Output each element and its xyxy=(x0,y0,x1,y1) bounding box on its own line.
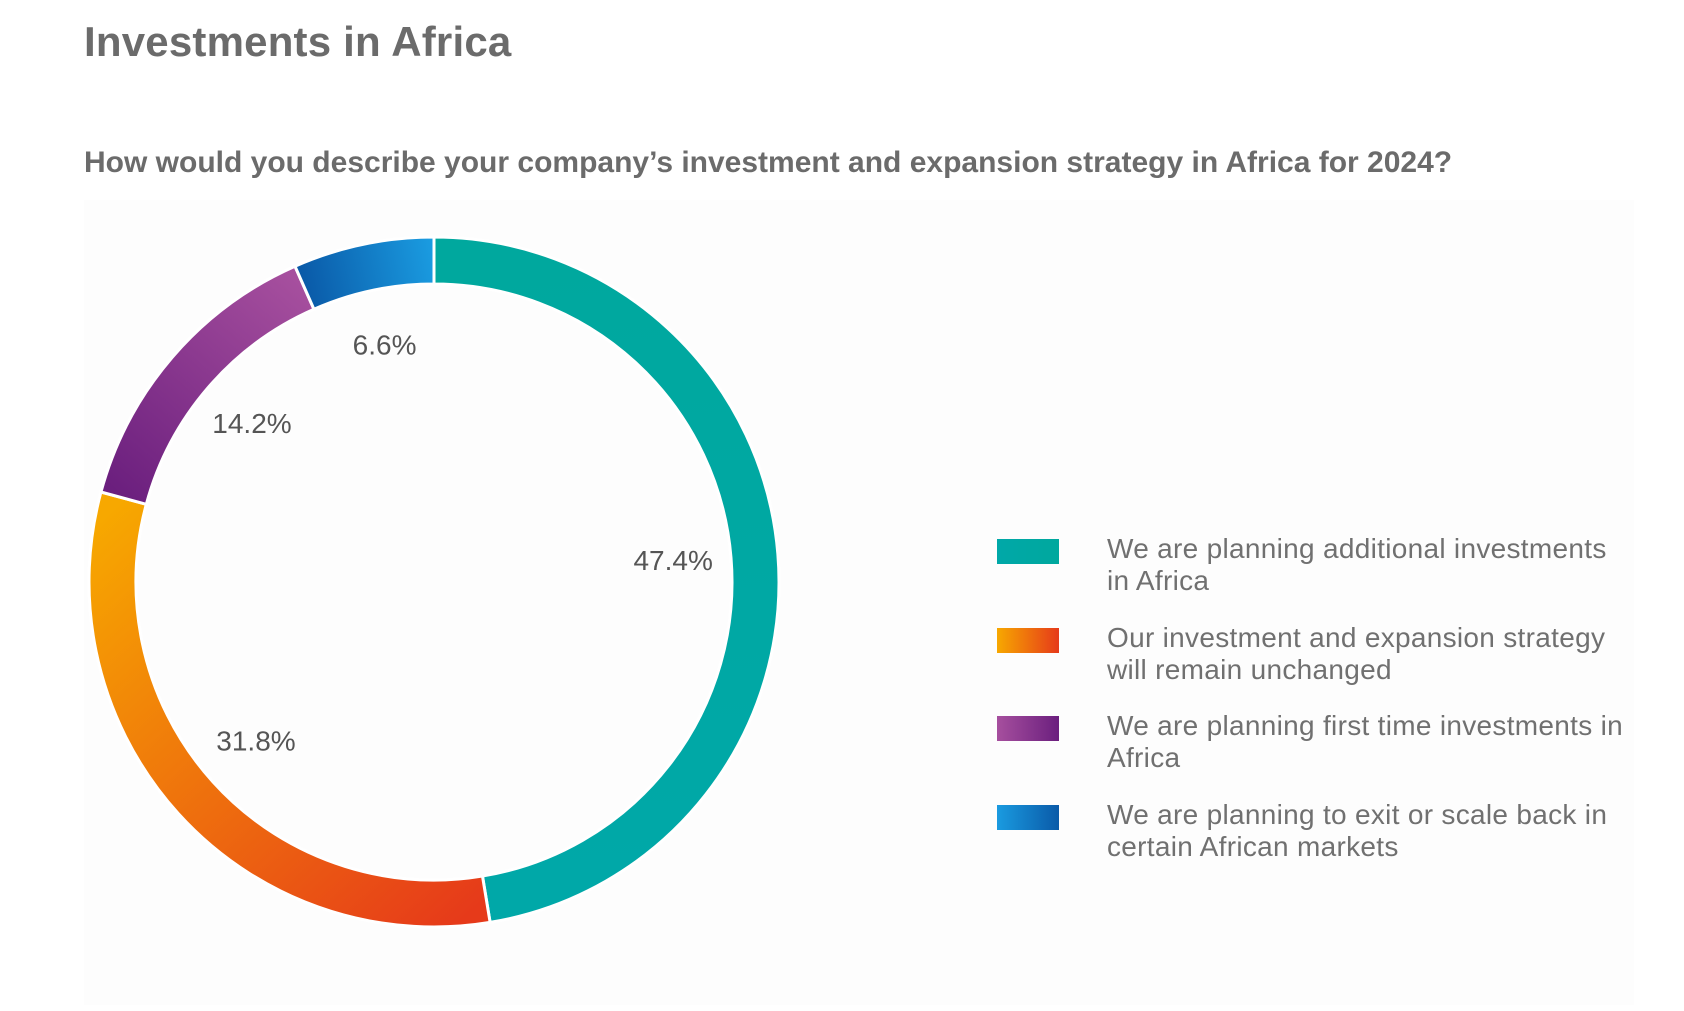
slice-value-label: 14.2% xyxy=(212,408,291,439)
legend-item: Our investment and expansion strategy wi… xyxy=(997,622,1637,692)
donut-chart: 47.4% 31.8% 14.2% 6.6% xyxy=(87,235,781,929)
donut-labels: 47.4% 31.8% 14.2% 6.6% xyxy=(212,330,713,757)
slice-value-label: 47.4% xyxy=(633,545,712,576)
legend-label: We are planning additional investments i… xyxy=(1107,533,1607,596)
slice-value-label: 6.6% xyxy=(353,330,417,361)
legend-swatch xyxy=(997,627,1059,653)
slice-value-label: 31.8% xyxy=(216,725,295,756)
legend-item: We are planning to exit or scale back in… xyxy=(997,799,1637,869)
donut-slice-we-are-planning-additional-investments-i xyxy=(432,235,781,925)
legend-item: We are planning first time investments i… xyxy=(997,710,1637,780)
legend-item: We are planning additional investments i… xyxy=(997,533,1637,603)
donut-slice-we-are-planning-first-time-investments-i xyxy=(99,264,316,507)
legend-label: Our investment and expansion strategy wi… xyxy=(1107,621,1606,685)
chart-area: 47.4% 31.8% 14.2% 6.6% We are planning addi… xyxy=(84,200,1634,1005)
legend-label: We are planning first time investments i… xyxy=(1107,710,1623,773)
legend-swatch xyxy=(997,716,1059,741)
legend-label: We are planning to exit or scale back in… xyxy=(1107,798,1608,862)
legend-swatch xyxy=(997,539,1059,564)
donut-slices xyxy=(87,235,781,929)
donut-slice-our-investment-and-expansion-strategy-wi xyxy=(87,490,492,929)
page-title: Investments in Africa xyxy=(84,18,512,65)
legend-swatch xyxy=(997,804,1059,830)
chart-question: How would you describe your company’s in… xyxy=(84,146,1453,179)
donut-slice-we-are-planning-to-exit-or-scale-back-in xyxy=(293,235,436,312)
